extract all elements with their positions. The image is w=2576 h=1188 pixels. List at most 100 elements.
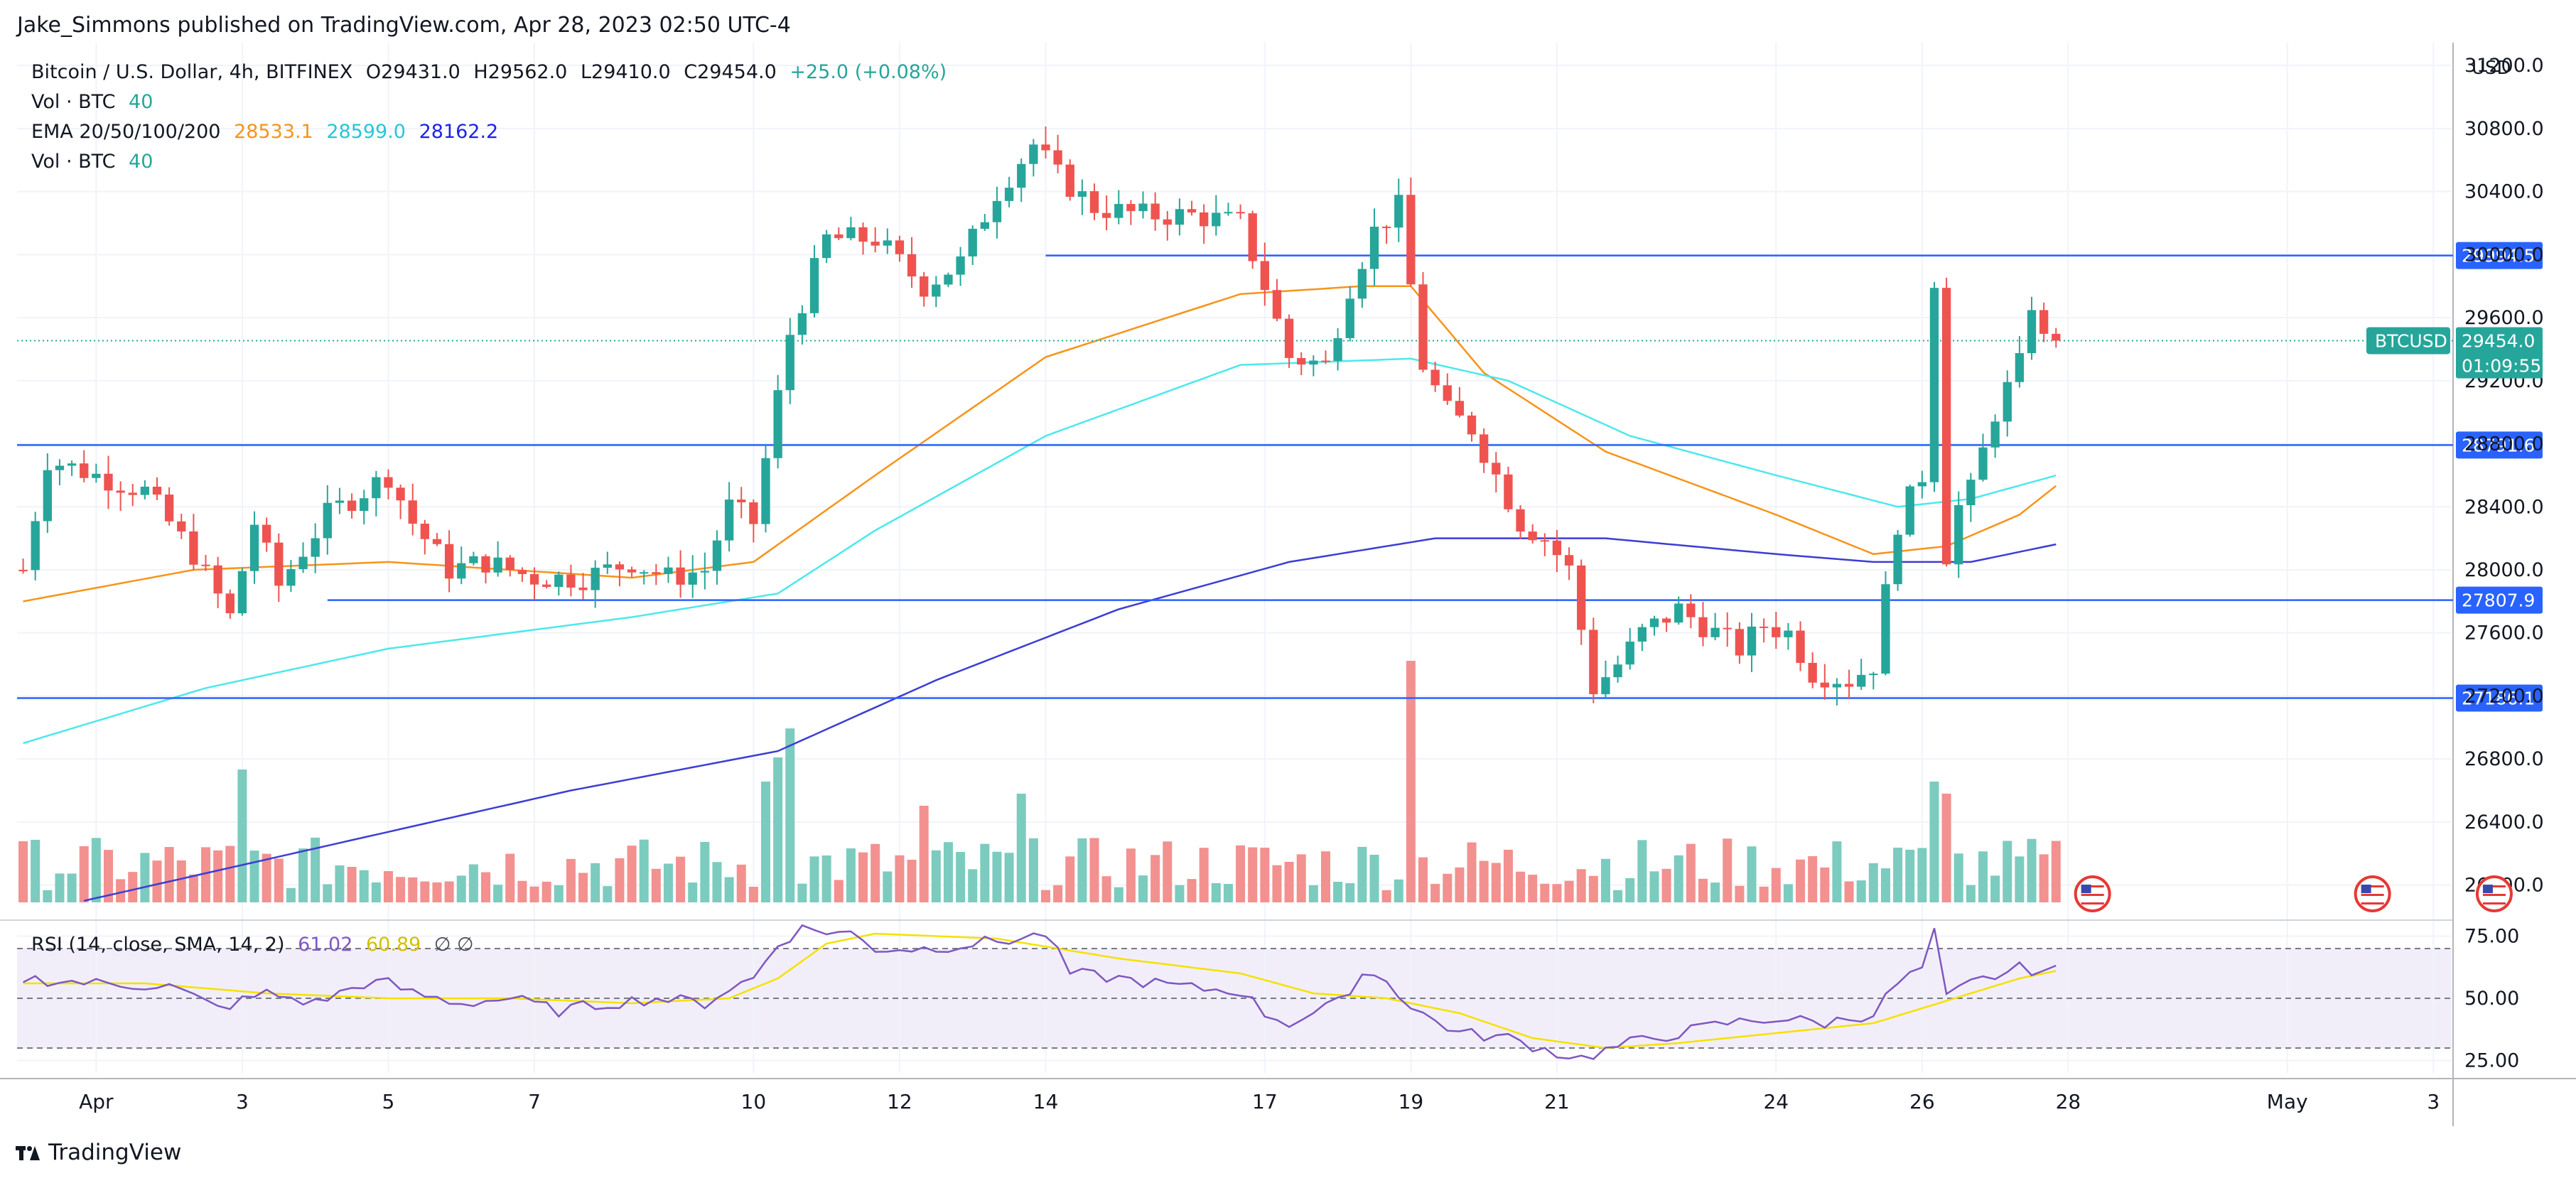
level-price-label: 29994.5 bbox=[2462, 246, 2535, 266]
candle-body bbox=[55, 465, 65, 470]
candle-body bbox=[1175, 209, 1185, 225]
candle-body bbox=[1418, 284, 1428, 370]
candle-body bbox=[1990, 421, 2000, 448]
publisher-credit: Jake_Simmons published on TradingView.co… bbox=[17, 13, 791, 38]
time-tick-label: 3 bbox=[2427, 1090, 2440, 1113]
volume-bar bbox=[603, 886, 613, 902]
volume-bar bbox=[1735, 885, 1745, 902]
volume-bar bbox=[1479, 860, 1489, 902]
candle-body bbox=[92, 473, 101, 478]
candle-body bbox=[517, 570, 527, 574]
volume-bar bbox=[1211, 882, 1221, 902]
time-tick-label: 17 bbox=[1252, 1090, 1278, 1113]
ema20-line bbox=[23, 285, 2057, 603]
volume-bar bbox=[1381, 890, 1391, 902]
time-tick-label: 12 bbox=[887, 1090, 912, 1113]
ohlc-close: C29454.0 bbox=[684, 61, 777, 83]
candle-body bbox=[274, 542, 284, 586]
candle-body bbox=[1613, 664, 1622, 678]
rsi-sma-line bbox=[23, 932, 2057, 1049]
ema50-value: 28599.0 bbox=[326, 121, 406, 143]
volume-bar bbox=[67, 873, 77, 902]
time-tick-label: 10 bbox=[741, 1090, 767, 1113]
volume-bar bbox=[396, 877, 406, 902]
volume-bar bbox=[748, 887, 758, 902]
volume-legend-2[interactable]: Vol · BTC 40 bbox=[31, 151, 160, 173]
candle-body bbox=[1796, 630, 1805, 663]
us-flag-stripe bbox=[2482, 885, 2506, 887]
level-price-badge bbox=[2456, 242, 2543, 269]
candle-body bbox=[956, 256, 965, 275]
candle-body bbox=[1138, 203, 1148, 212]
candle-body bbox=[1224, 212, 1233, 214]
candle-body bbox=[1333, 338, 1342, 361]
us-flag-icon[interactable] bbox=[2354, 875, 2391, 912]
volume-bar bbox=[676, 856, 686, 902]
volume-bar bbox=[627, 846, 637, 902]
candle-body bbox=[323, 502, 332, 539]
volume-bar bbox=[383, 871, 393, 902]
candle-body bbox=[1686, 603, 1696, 617]
us-flag-stripe bbox=[2361, 890, 2384, 892]
volume-legend-1[interactable]: Vol · BTC 40 bbox=[31, 91, 160, 113]
candle-body bbox=[1516, 509, 1525, 532]
volume-bar bbox=[140, 853, 150, 902]
candle-body bbox=[384, 477, 393, 488]
candle-body bbox=[1832, 684, 1842, 688]
volume-bar bbox=[773, 757, 783, 902]
rsi-visibility-icons[interactable]: ∅ ∅ bbox=[433, 934, 474, 956]
volume-bar bbox=[1929, 782, 1939, 902]
volume-bar bbox=[1990, 875, 2000, 902]
symbol-legend[interactable]: Bitcoin / U.S. Dollar, 4h, BITFINEX O294… bbox=[31, 61, 954, 83]
candle-body bbox=[834, 234, 844, 239]
us-flag-stripe bbox=[2482, 894, 2506, 896]
ema-legend[interactable]: EMA 20/50/100/200 28533.1 28599.0 28162.… bbox=[31, 121, 505, 143]
candle-body bbox=[1540, 540, 1549, 542]
us-flag-icon[interactable] bbox=[2074, 875, 2111, 912]
volume-bar bbox=[1272, 865, 1282, 902]
volume-bar bbox=[834, 880, 844, 902]
volume-bar bbox=[1540, 883, 1550, 902]
volume-bar bbox=[237, 770, 247, 902]
rsi-legend[interactable]: RSI (14, close, SMA, 14, 2) 61.02 60.89 … bbox=[31, 934, 481, 956]
us-flag-icon[interactable] bbox=[2475, 875, 2513, 912]
tradingview-logo[interactable]: TradingView bbox=[16, 1140, 181, 1165]
candle-body bbox=[1564, 555, 1574, 566]
volume-bar bbox=[1516, 871, 1526, 902]
volume-bar bbox=[1686, 843, 1696, 902]
candle-body bbox=[1017, 163, 1026, 188]
candle-body bbox=[1406, 195, 1416, 285]
us-flag-canton bbox=[2361, 885, 2371, 893]
candle-body bbox=[505, 557, 514, 571]
candle-body bbox=[871, 242, 880, 246]
volume-bar bbox=[1345, 883, 1355, 902]
candle-body bbox=[2027, 310, 2037, 354]
volume-bar bbox=[493, 885, 503, 902]
volume-label: Vol · BTC bbox=[31, 151, 116, 173]
candle-body bbox=[481, 556, 490, 573]
candle-body bbox=[420, 524, 430, 539]
level-price-label: 27807.9 bbox=[2462, 590, 2535, 611]
volume-bar bbox=[1114, 887, 1123, 902]
volume-bar bbox=[797, 883, 807, 902]
volume-bar bbox=[420, 881, 430, 902]
volume-bar bbox=[298, 848, 308, 902]
last-price-badge bbox=[2456, 327, 2543, 379]
volume-bar bbox=[176, 860, 186, 902]
volume-bar bbox=[249, 850, 259, 902]
candle-body bbox=[1345, 298, 1354, 338]
candle-body bbox=[932, 284, 941, 297]
price-tick-label: 27600.0 bbox=[2464, 622, 2544, 644]
candle-body bbox=[1674, 603, 1683, 623]
candle-body bbox=[846, 227, 856, 239]
us-flag-stripe bbox=[2081, 885, 2104, 887]
price-tick-label: 28800.0 bbox=[2464, 433, 2544, 455]
time-tick-label: 7 bbox=[528, 1090, 541, 1113]
support-resistance-levels: 29994.5 28791.6 27807.9 27186.1 bbox=[17, 242, 2543, 712]
volume-bar bbox=[1467, 842, 1477, 902]
time-tick-label: 26 bbox=[1909, 1090, 1935, 1113]
volume-bar bbox=[821, 855, 831, 902]
candle-body bbox=[858, 227, 868, 242]
volume-bar bbox=[1223, 884, 1233, 902]
